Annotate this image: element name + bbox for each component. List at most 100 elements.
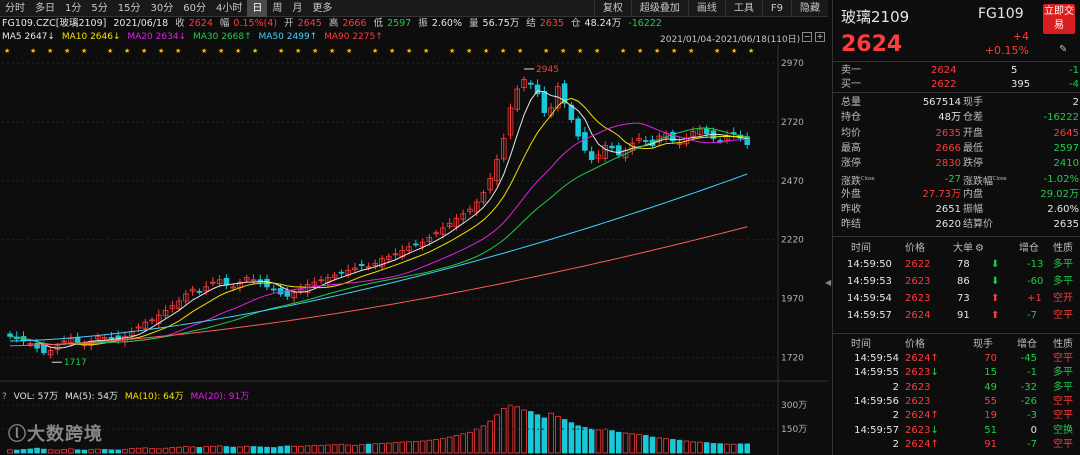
tick-nature: 多平: [1053, 367, 1073, 379]
tick-price: 2623: [905, 293, 931, 304]
volume-bar: [20, 449, 27, 454]
period-tab-10[interactable]: 月: [292, 2, 303, 14]
collapse-arrow-icon[interactable]: ◀: [825, 278, 832, 287]
period-tab-11[interactable]: 更多: [312, 2, 333, 14]
volume-bar: [426, 439, 433, 454]
kline-chart[interactable]: 2970 2720 2470 2220 1970 1720 ★ ★ ★ ★ ★ ★ ★ ★ ★ ★ ★ ★ ★ ★ ★ ★…: [0, 44, 828, 455]
period-tab-2[interactable]: 1分: [65, 2, 82, 14]
candle-body: [460, 213, 466, 220]
stat-sup: Close: [993, 175, 1007, 182]
y-tick-label: 2470: [781, 177, 804, 187]
candle-body: [568, 104, 575, 120]
ma5-value: MA5 2647↓: [2, 32, 55, 42]
candle-body: [541, 91, 548, 113]
candle-body: [223, 277, 230, 285]
swing-value: 2.60%: [431, 18, 462, 29]
volume-bar: [460, 433, 466, 454]
period-tab-6[interactable]: 60分: [183, 2, 206, 14]
stat-value: 2410: [1053, 158, 1079, 170]
vol-tick-label: 150万: [781, 425, 807, 435]
tick-price: 2623: [905, 381, 931, 393]
volume-bar: [196, 447, 203, 454]
volume-bar: [588, 428, 595, 454]
orderbook-price: 2624: [931, 65, 957, 76]
tick-price: 2624: [905, 310, 931, 321]
period-tab-4[interactable]: 15分: [117, 2, 141, 14]
tick-header-cell: 价格: [905, 339, 925, 350]
y-tick-label: 2220: [781, 236, 804, 246]
candle-body: [703, 128, 710, 135]
period-tab-5[interactable]: 30分: [150, 2, 174, 14]
low-label: 1717: [64, 358, 87, 368]
candle-body: [142, 321, 149, 329]
tick-volume: 55: [984, 395, 997, 407]
tool-item-5[interactable]: 隐藏: [791, 0, 828, 17]
period-tab-9[interactable]: 周: [272, 2, 283, 14]
period-tab-8[interactable]: 日: [247, 0, 268, 17]
swing-label: 振: [418, 18, 428, 29]
tool-item-1[interactable]: 超级叠加: [630, 0, 688, 17]
signal-star-icon: ★: [346, 47, 352, 55]
candle-body: [331, 274, 338, 278]
minus-icon[interactable]: −: [802, 32, 812, 42]
ma50-line: [9, 173, 748, 342]
oi-value: 48.24万: [584, 18, 622, 29]
period-tab-3[interactable]: 5分: [91, 2, 108, 14]
tool-menu: 复权 超级叠加 画线 工具 F9 隐藏: [593, 0, 828, 17]
candle-body: [7, 333, 13, 337]
period-tab-0[interactable]: 分时: [5, 2, 25, 14]
edit-icon[interactable]: ✎: [1059, 44, 1068, 55]
tool-item-2[interactable]: 画线: [687, 0, 725, 17]
tick-volume: 19: [984, 410, 997, 422]
volume-bar: [453, 435, 460, 454]
candle-body: [135, 326, 142, 329]
period-tab-7[interactable]: 4小时: [215, 2, 243, 14]
volume-bar: [216, 445, 223, 454]
candle-body: [95, 335, 101, 340]
plus-icon[interactable]: +: [815, 32, 825, 42]
tick-time: 14:59:50: [847, 259, 892, 270]
volume-bar: [582, 427, 588, 454]
tick-header-cell: 性质: [1053, 339, 1073, 350]
stat-value: -27: [944, 173, 961, 185]
volume-bar: [237, 446, 243, 454]
stat-value: 2830: [935, 158, 961, 170]
period-tab-1[interactable]: 多日: [35, 2, 55, 14]
stat-value: 2651: [935, 204, 961, 216]
candle-body: [304, 284, 311, 294]
signal-star-icon: ★: [748, 47, 754, 55]
help-icon[interactable]: ?: [2, 392, 7, 402]
candle-body: [521, 79, 527, 88]
signal-star-icon: ★: [201, 47, 207, 55]
big-tick-row: 14:59:57 2624 91 ⬆ -7 空平: [841, 309, 1079, 322]
candle-body: [61, 340, 67, 343]
tick-time: 2: [892, 381, 899, 393]
tick-nature: 空平: [1053, 438, 1073, 450]
arrow-down-icon: ⬇: [991, 259, 1000, 270]
orderbook-label: 卖一: [841, 65, 861, 76]
ma-info-bar: MA5 2647↓ MA10 2646↓ MA20 2634↓ MA30 266…: [2, 31, 387, 44]
stat-label: 外盘: [841, 188, 861, 200]
candle-body: [291, 292, 297, 299]
volume-bar: [61, 449, 67, 454]
volume-bar: [541, 417, 548, 454]
volume-bar: [717, 443, 723, 454]
volume-bar: [54, 449, 61, 454]
tick-price: 2624↑: [905, 353, 939, 364]
volume-bar: [243, 445, 250, 454]
signal-star-icon: ★: [406, 47, 412, 55]
candle-body: [298, 288, 304, 292]
signal-star-icon: ★: [731, 47, 737, 55]
candle-body: [41, 344, 47, 354]
tool-item-4[interactable]: F9: [761, 0, 791, 17]
candle-body: [514, 88, 521, 110]
trade-now-button[interactable]: 立即交易: [1043, 4, 1075, 34]
stats-row: 持仓 48万 仓差 -16222: [841, 111, 1079, 124]
volume-bar: [372, 443, 379, 454]
big-tick-header: 时间 价格 大单 ⚙ 增仓 性质: [841, 242, 1079, 255]
gear-icon[interactable]: ⚙: [975, 243, 984, 254]
volume-bar: [697, 441, 703, 454]
volume-bar: [27, 448, 34, 454]
tool-item-0[interactable]: 复权: [593, 0, 631, 17]
tool-item-3[interactable]: 工具: [724, 0, 762, 17]
